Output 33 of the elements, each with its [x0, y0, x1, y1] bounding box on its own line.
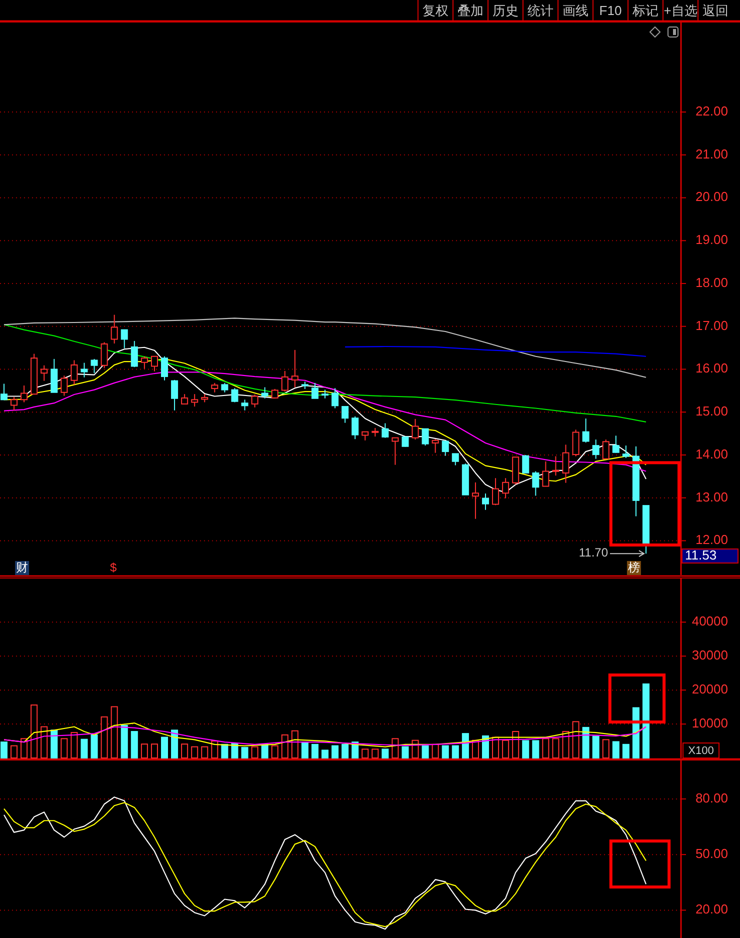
- text: 11.53: [685, 547, 717, 562]
- y-tick-label: 80.00: [695, 790, 728, 806]
- annotation: 财: [16, 560, 28, 575]
- y-tick-label: 13.00: [695, 489, 728, 504]
- y-tick-label: 15.00: [695, 404, 728, 419]
- y-tick-label: 19.00: [695, 232, 728, 248]
- y-tick-label: 21.00: [695, 146, 728, 162]
- y-tick-label: 20.00: [695, 902, 728, 917]
- y-tick-label: 30000: [692, 648, 728, 663]
- y-tick-label: 14.00: [695, 446, 728, 462]
- text: F10: [599, 2, 622, 18]
- text: 返回: [702, 2, 728, 18]
- y-tick-label: 10000: [692, 715, 728, 730]
- text: +自选: [664, 2, 698, 18]
- y-tick-label: 40000: [692, 614, 728, 629]
- y-tick-label: 12.00: [695, 532, 728, 548]
- annotation: $: [110, 560, 117, 575]
- y-tick-label: 18.00: [695, 274, 728, 290]
- text: 复权: [422, 2, 448, 18]
- y-tick-label: 17.00: [695, 318, 728, 333]
- text: X100: [688, 744, 714, 757]
- text: 统计: [528, 2, 554, 18]
- y-tick-label: 16.00: [695, 360, 728, 376]
- annotation: 榜: [628, 560, 640, 575]
- text: 标记: [632, 2, 658, 18]
- text: 历史: [492, 2, 518, 18]
- text: 叠加: [458, 2, 484, 18]
- y-tick-label: 20000: [692, 682, 728, 697]
- text: 画线: [562, 2, 588, 18]
- y-tick-label: 22.00: [695, 103, 728, 118]
- y-tick-label: 20.00: [695, 189, 728, 204]
- annotation: 11.70: [578, 546, 608, 560]
- y-tick-label: 50.00: [695, 846, 728, 861]
